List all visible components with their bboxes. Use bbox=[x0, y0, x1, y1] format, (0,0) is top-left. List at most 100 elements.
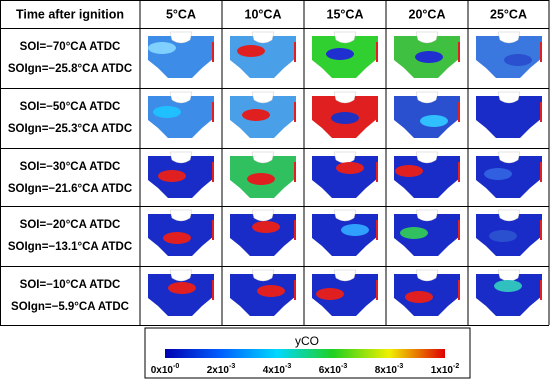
contour-image bbox=[312, 209, 378, 256]
soign-label: SOIgn=−21.6°CA ATDC bbox=[8, 183, 132, 195]
contour-image bbox=[312, 31, 378, 78]
probe bbox=[540, 42, 542, 62]
contour-image bbox=[230, 209, 296, 256]
injector bbox=[169, 209, 193, 222]
colorbar-tick-label: 8x10-3 bbox=[375, 363, 404, 376]
contour-image bbox=[230, 31, 296, 78]
column-header: 5°CA bbox=[166, 7, 196, 21]
probe bbox=[212, 280, 214, 300]
probe bbox=[294, 280, 296, 300]
blob bbox=[316, 288, 344, 300]
blob bbox=[420, 115, 448, 127]
colorbar-tick-label: 0x10-0 bbox=[151, 363, 180, 376]
blob bbox=[252, 221, 280, 233]
injector bbox=[497, 31, 521, 44]
injector bbox=[333, 269, 357, 282]
contour-image bbox=[394, 91, 460, 138]
injector bbox=[497, 151, 521, 164]
tick-exponent: -3 bbox=[285, 363, 291, 370]
probe bbox=[294, 42, 296, 62]
contour-image bbox=[476, 151, 542, 198]
probe bbox=[212, 220, 214, 240]
contour-image bbox=[230, 269, 296, 316]
probe bbox=[376, 162, 378, 182]
colorbar-tick-label: 2x10-3 bbox=[207, 363, 236, 376]
injector bbox=[169, 91, 193, 104]
probe bbox=[294, 102, 296, 122]
injector bbox=[415, 269, 439, 282]
tick-base: 0x10 bbox=[151, 365, 174, 376]
injector bbox=[497, 91, 521, 104]
soi-label: SOI=−10°CA ATDC bbox=[20, 279, 121, 291]
contour-image bbox=[394, 151, 460, 198]
soi-label: SOI=−30°CA ATDC bbox=[20, 161, 121, 173]
contour-image bbox=[148, 151, 214, 198]
probe bbox=[458, 162, 460, 182]
contour-image bbox=[148, 31, 214, 78]
blob bbox=[326, 48, 354, 60]
contour-image bbox=[312, 151, 378, 198]
probe bbox=[540, 162, 542, 182]
probe bbox=[212, 162, 214, 182]
injector bbox=[251, 91, 275, 104]
blob bbox=[479, 104, 507, 116]
blob bbox=[341, 224, 369, 236]
blob bbox=[489, 230, 517, 242]
blob bbox=[148, 42, 176, 54]
injector bbox=[497, 209, 521, 222]
probe bbox=[458, 220, 460, 240]
tick-base: 1x10 bbox=[431, 365, 454, 376]
tick-base: 8x10 bbox=[375, 365, 398, 376]
blob bbox=[158, 170, 186, 182]
blob bbox=[415, 51, 443, 63]
probe bbox=[376, 102, 378, 122]
column-header: 15°CA bbox=[327, 7, 364, 21]
probe bbox=[376, 280, 378, 300]
contour-image bbox=[476, 209, 542, 256]
colorbar bbox=[165, 349, 445, 358]
injector bbox=[251, 269, 275, 282]
injector bbox=[415, 31, 439, 44]
probe bbox=[458, 42, 460, 62]
chamber bbox=[476, 274, 542, 316]
corner-header: Time after ignition bbox=[16, 7, 124, 21]
soi-label: SOI=−20°CA ATDC bbox=[20, 219, 121, 231]
tick-exponent: -3 bbox=[397, 363, 403, 370]
injector bbox=[251, 31, 275, 44]
blob bbox=[336, 162, 364, 174]
probe bbox=[540, 280, 542, 300]
probe bbox=[212, 42, 214, 62]
tick-exponent: -2 bbox=[453, 363, 459, 370]
colorbar-tick-label: 4x10-3 bbox=[263, 363, 292, 376]
tick-base: 6x10 bbox=[319, 365, 342, 376]
injector bbox=[333, 209, 357, 222]
soign-label: SOIgn=−13.1°CA ATDC bbox=[8, 241, 132, 253]
soign-label: SOIgn=−25.8°CA ATDC bbox=[8, 63, 132, 75]
blob bbox=[331, 112, 359, 124]
blob bbox=[153, 106, 181, 118]
probe bbox=[540, 102, 542, 122]
blob bbox=[504, 54, 532, 66]
chamber bbox=[312, 274, 378, 316]
injector bbox=[169, 151, 193, 164]
probe bbox=[458, 102, 460, 122]
injector bbox=[415, 209, 439, 222]
contour-image bbox=[312, 269, 378, 316]
contour-image bbox=[394, 209, 460, 256]
contour-image bbox=[230, 151, 296, 198]
soi-label: SOI=−70°CA ATDC bbox=[20, 41, 121, 53]
chamber bbox=[312, 214, 378, 256]
injector bbox=[415, 151, 439, 164]
tick-base: 2x10 bbox=[207, 365, 230, 376]
injector bbox=[169, 31, 193, 44]
contour-image bbox=[148, 209, 214, 256]
injector bbox=[415, 91, 439, 104]
probe bbox=[376, 42, 378, 62]
column-header: 10°CA bbox=[245, 7, 282, 21]
contour-image bbox=[476, 269, 542, 316]
blob bbox=[400, 227, 428, 239]
blob bbox=[168, 282, 196, 294]
column-header: 20°CA bbox=[409, 7, 446, 21]
injector bbox=[251, 151, 275, 164]
